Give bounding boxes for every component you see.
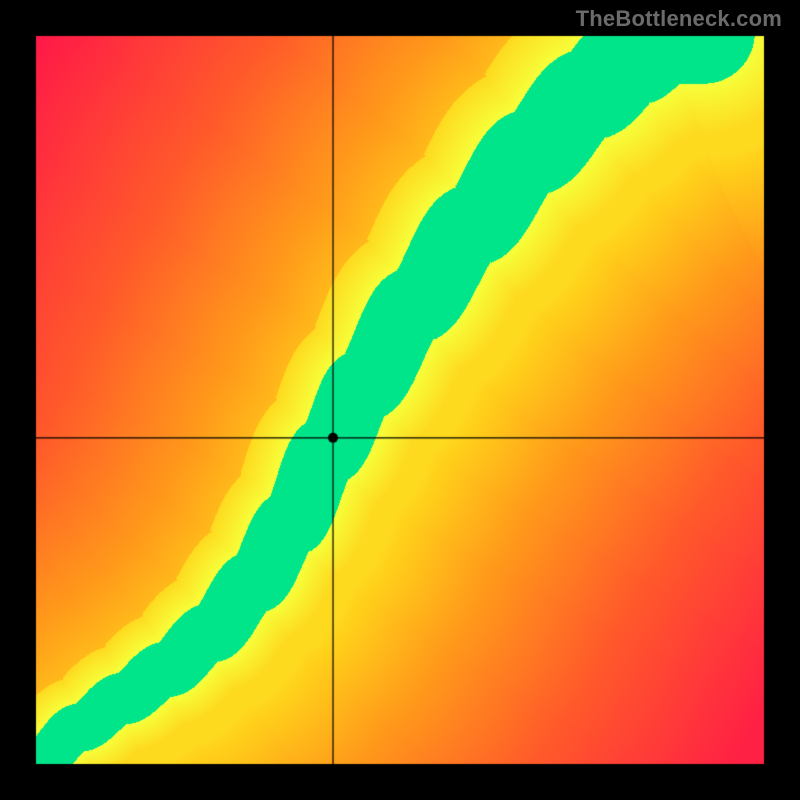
heatmap-canvas (0, 0, 800, 800)
chart-container: TheBottleneck.com (0, 0, 800, 800)
watermark-text: TheBottleneck.com (576, 6, 782, 32)
